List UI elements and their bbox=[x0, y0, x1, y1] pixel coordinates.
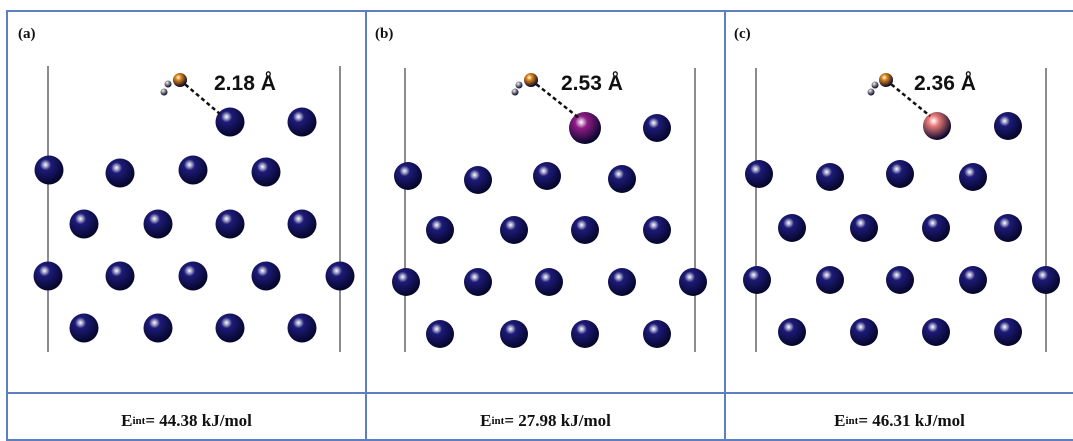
oxygen-atom bbox=[524, 73, 538, 87]
host-atom bbox=[287, 107, 317, 137]
interaction-bond bbox=[530, 79, 580, 119]
energy-subscript: int bbox=[491, 415, 505, 427]
hydrogen-atom bbox=[164, 80, 172, 88]
host-atom bbox=[178, 261, 208, 291]
host-atom bbox=[922, 318, 950, 346]
host-atom bbox=[886, 160, 914, 188]
interaction-bond bbox=[885, 79, 931, 117]
energy-row-divider bbox=[6, 392, 1073, 394]
host-atom bbox=[500, 320, 528, 348]
oxygen-atom bbox=[173, 73, 187, 87]
host-atom bbox=[922, 214, 950, 242]
atom-layer-b bbox=[392, 73, 707, 348]
host-atom bbox=[394, 162, 422, 190]
dopant-atom bbox=[569, 112, 601, 144]
host-atom bbox=[251, 157, 281, 187]
hydrogen-atom bbox=[871, 81, 879, 89]
energy-value: = 27.98 kJ/mol bbox=[504, 411, 611, 430]
host-atom bbox=[959, 163, 987, 191]
host-atom bbox=[105, 261, 135, 291]
energy-symbol: E bbox=[834, 411, 846, 430]
host-atom bbox=[33, 261, 63, 291]
host-atom bbox=[816, 266, 844, 294]
host-atom bbox=[69, 313, 99, 343]
host-atom bbox=[571, 320, 599, 348]
host-atom bbox=[994, 318, 1022, 346]
hydrogen-atom bbox=[160, 88, 168, 96]
host-atom bbox=[850, 318, 878, 346]
host-atom bbox=[143, 313, 173, 343]
energy-value: = 46.31 kJ/mol bbox=[858, 411, 965, 430]
host-atom bbox=[679, 268, 707, 296]
panel-c-distance-label: 2.36 Å bbox=[914, 71, 976, 95]
hydrogen-atom bbox=[867, 88, 875, 96]
energy-subscript: int bbox=[845, 415, 859, 427]
host-atom bbox=[464, 268, 492, 296]
dopant-atom bbox=[923, 112, 951, 140]
energy-symbol: E bbox=[121, 411, 133, 430]
panel-b: (b) 2.53 Å bbox=[375, 26, 707, 352]
energy-subscript: int bbox=[132, 415, 146, 427]
host-atom bbox=[215, 313, 245, 343]
host-atom bbox=[886, 266, 914, 294]
panel-a: (a) 2.18 Å bbox=[18, 26, 355, 352]
panel-c-tag: (c) bbox=[734, 26, 751, 42]
atom-layer-c bbox=[743, 73, 1060, 346]
panel-b-distance-label: 2.53 Å bbox=[561, 71, 623, 95]
host-atom bbox=[643, 114, 671, 142]
host-atom bbox=[426, 320, 454, 348]
host-atom bbox=[287, 313, 317, 343]
host-atom bbox=[251, 261, 281, 291]
hydrogen-atom bbox=[511, 88, 519, 96]
host-atom bbox=[743, 266, 771, 294]
panel-c: (c) 2.36 Å bbox=[734, 26, 1060, 352]
host-atom bbox=[643, 216, 671, 244]
panel-a-tag: (a) bbox=[18, 26, 36, 42]
host-atom bbox=[215, 209, 245, 239]
host-atom bbox=[69, 209, 99, 239]
host-atom bbox=[287, 209, 317, 239]
host-atom bbox=[105, 158, 135, 188]
oxygen-atom bbox=[879, 73, 893, 87]
host-atom bbox=[500, 216, 528, 244]
host-atom bbox=[464, 166, 492, 194]
host-atom bbox=[426, 216, 454, 244]
host-atom bbox=[325, 261, 355, 291]
host-atom bbox=[850, 214, 878, 242]
host-atom bbox=[34, 155, 64, 185]
host-atom bbox=[533, 162, 561, 190]
host-atom bbox=[571, 216, 599, 244]
host-atom bbox=[994, 214, 1022, 242]
energy-symbol: E bbox=[480, 411, 492, 430]
host-atom bbox=[215, 107, 245, 137]
host-atom bbox=[778, 318, 806, 346]
host-atom bbox=[816, 163, 844, 191]
host-atom bbox=[994, 112, 1022, 140]
host-atom bbox=[608, 268, 636, 296]
hydrogen-atom bbox=[515, 81, 523, 89]
host-atom bbox=[178, 155, 208, 185]
host-atom bbox=[1032, 266, 1060, 294]
host-atom bbox=[392, 268, 420, 296]
host-atom bbox=[535, 268, 563, 296]
interaction-bond bbox=[179, 79, 221, 115]
panel-b-tag: (b) bbox=[375, 26, 393, 42]
host-atom bbox=[959, 266, 987, 294]
host-atom bbox=[745, 160, 773, 188]
energy-value: = 44.38 kJ/mol bbox=[145, 411, 252, 430]
panel-a-distance-label: 2.18 Å bbox=[214, 71, 276, 95]
atom-layer-a bbox=[33, 73, 355, 343]
host-atom bbox=[608, 165, 636, 193]
panel-frame-c bbox=[724, 10, 1073, 441]
host-atom bbox=[143, 209, 173, 239]
host-atom bbox=[778, 214, 806, 242]
host-atom bbox=[643, 320, 671, 348]
